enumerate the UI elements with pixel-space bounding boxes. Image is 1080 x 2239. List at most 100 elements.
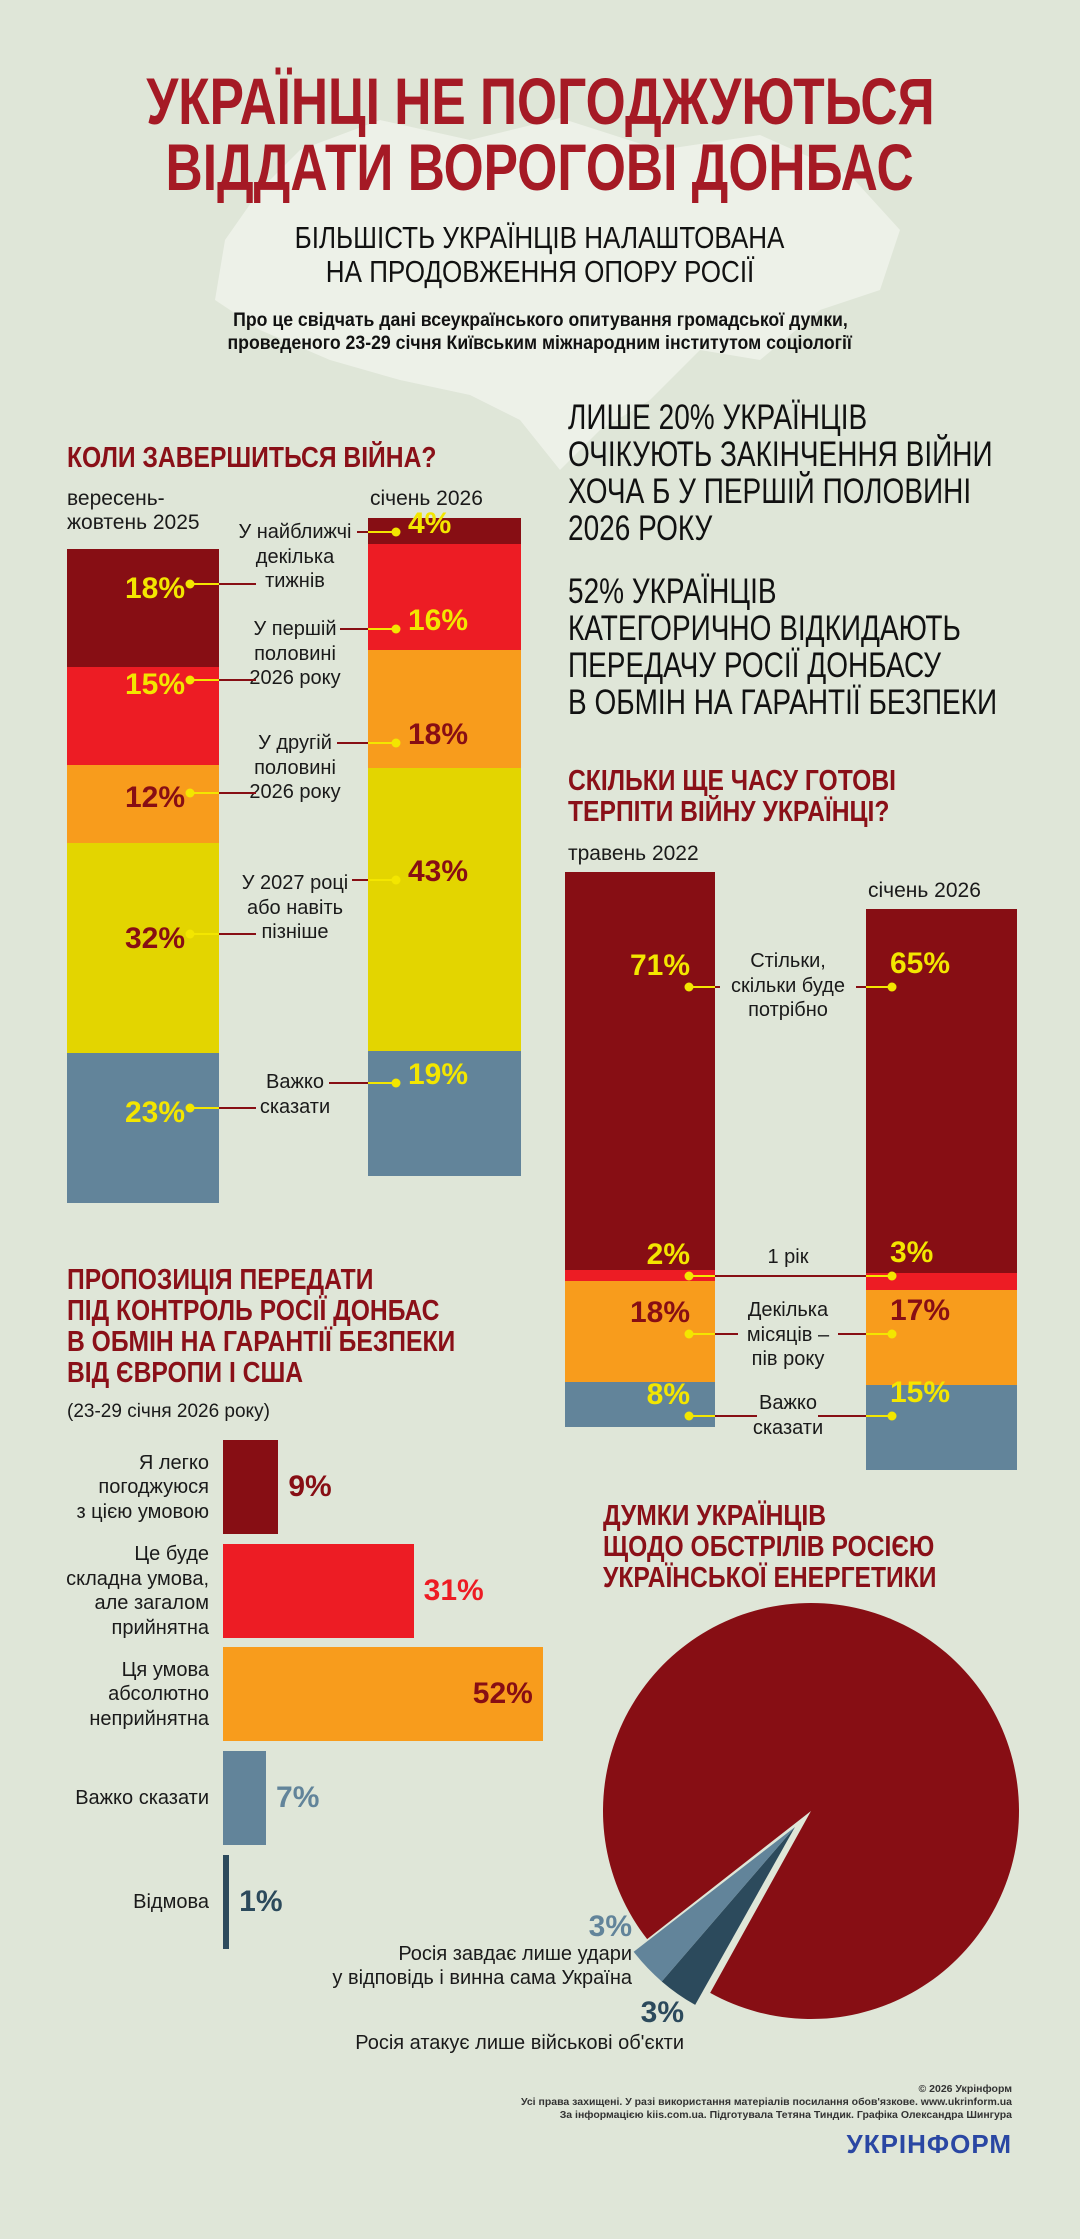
- main-title-text: УКРАЇНЦІ НЕ ПОГОДЖУЮТЬСЯ: [145, 64, 935, 138]
- bar-segment: [368, 649, 521, 769]
- slice-value: 3%: [640, 1996, 684, 2029]
- statement-line: ПЕРЕДАЧУ РОСІЇ ДОНБАСУ: [568, 646, 942, 685]
- section-title: ПІД КОНТРОЛЬ РОСІЇ ДОНБАС: [67, 1295, 440, 1327]
- section-title: ВІД ЄВРОПИ І США: [67, 1357, 304, 1389]
- connector-dot: [391, 527, 401, 537]
- value-label: 17%: [890, 1294, 951, 1327]
- note-text: проведеного 23-29 січня Київським міжнар…: [227, 333, 853, 354]
- pie-slice-retaliation: [633, 1827, 795, 1982]
- bar: [223, 1440, 279, 1534]
- category-label: травень 2022: [568, 842, 699, 865]
- subtitle-line-2: НА ПРОДОВЖЕННЯ ОПОРУ РОСІЇ: [0, 256, 1080, 287]
- bar-segment: [67, 843, 219, 1054]
- series-label: У найближчі: [238, 521, 352, 543]
- value-label: 1%: [239, 1885, 283, 1918]
- section-title: СКІЛЬКИ ЩЕ ЧАСУ ГОТОВІ: [568, 765, 896, 797]
- pie-slice-military-only: [661, 1827, 795, 2005]
- statement-line: ХОЧА Б У ПЕРШІЙ ПОЛОВИНІ: [568, 472, 972, 511]
- series-label: 2026 року: [249, 667, 341, 689]
- bar-segment: [67, 666, 219, 766]
- footer-credits: За інформацією kiis.com.ua. Підготувала …: [559, 2109, 1012, 2121]
- slice-label: у відповідь і винна сама Україна: [332, 1967, 632, 1989]
- series-label: але загалом: [94, 1592, 209, 1615]
- series-label: або навіть: [246, 896, 344, 919]
- value-label: 71%: [629, 949, 690, 982]
- main-title-line-1: УКРАЇНЦІ НЕ ПОГОДЖУЮТЬСЯ: [0, 68, 1080, 134]
- ukrinform-logo: УКРІНФОРМ: [846, 2129, 1012, 2159]
- category-label: жовтень 2025: [67, 511, 200, 534]
- series-label: погоджуюся: [98, 1476, 209, 1498]
- value-label: 15%: [124, 668, 185, 701]
- bar-segment: [368, 768, 521, 1052]
- subtitle-text: НА ПРОДОВЖЕННЯ ОПОРУ РОСІЇ: [325, 254, 755, 289]
- series-label: складна умова,: [66, 1567, 209, 1590]
- value-label: 18%: [124, 572, 185, 605]
- section-title: ТЕРПІТИ ВІЙНУ УКРАЇНЦІ?: [568, 796, 890, 828]
- series-label: пів року: [751, 1348, 825, 1370]
- statement-line: КАТЕГОРИЧНО ВІДКИДАЮТЬ: [568, 609, 961, 648]
- connector-dot: [684, 1271, 694, 1281]
- bar: [223, 1855, 230, 1949]
- value-label: 18%: [408, 718, 469, 751]
- series-label: скільки буде: [731, 974, 845, 997]
- bar: [223, 1647, 543, 1741]
- series-label: неприйнятна: [89, 1707, 209, 1730]
- category-label: січень 2026: [868, 879, 981, 902]
- value-label: 9%: [288, 1470, 332, 1503]
- main-title-text: ВІДДАТИ ВОРОГОВІ ДОНБАС: [165, 130, 915, 204]
- connector-dot: [684, 982, 694, 992]
- bar: [223, 1544, 414, 1638]
- connector-dot: [391, 738, 401, 748]
- connector-dot: [185, 929, 195, 939]
- connector-dot: [887, 1411, 897, 1421]
- connector-dot: [684, 1329, 694, 1339]
- value-label: 23%: [124, 1096, 185, 1129]
- value-label: 7%: [276, 1781, 320, 1814]
- series-label: абсолютно: [108, 1683, 209, 1705]
- category-label: вересень-: [67, 487, 165, 510]
- series-label: тижнів: [265, 570, 325, 592]
- footer-rights: Усі права захищені. У разі використання …: [520, 2096, 1012, 2108]
- bar-segment: [67, 549, 219, 668]
- connector-dot: [391, 624, 401, 634]
- section-title: УКРАЇНСЬКОЇ ЕНЕРГЕТИКИ: [603, 1562, 937, 1594]
- subtitle-text: БІЛЬШІСТЬ УКРАЇНЦІВ НАЛАШТОВАНА: [295, 220, 785, 255]
- series-label: прийнятна: [111, 1616, 210, 1639]
- statement-2: 52% УКРАЇНЦІВ КАТЕГОРИЧНО ВІДКИДАЮТЬ ПЕР…: [568, 573, 997, 721]
- value-label: 15%: [890, 1376, 951, 1409]
- series-label: У другій: [258, 732, 332, 754]
- series-label: Відмова: [133, 1891, 209, 1913]
- statement-line: ОЧІКУЮТЬ ЗАКІНЧЕННЯ ВІЙНИ: [568, 435, 993, 474]
- value-label: 65%: [890, 947, 951, 980]
- series-label: Важко: [266, 1071, 324, 1093]
- series-label: Ця умова: [121, 1658, 209, 1681]
- slice-label: Росія завдає лише удари: [398, 1943, 632, 1965]
- connector-dot: [887, 1329, 897, 1339]
- section-title: КОЛИ ЗАВЕРШИТЬСЯ ВІЙНА?: [67, 442, 437, 474]
- pie-slice-88: [603, 1603, 1020, 2020]
- series-label: сказати: [259, 1095, 331, 1118]
- value-label: 8%: [646, 1378, 690, 1411]
- series-label: половині: [254, 756, 336, 779]
- series-label: Важко: [759, 1392, 817, 1414]
- statement-line: ЛИШЕ 20% УКРАЇНЦІВ: [568, 398, 868, 437]
- value-label: 19%: [408, 1058, 469, 1091]
- series-label: декілька: [255, 545, 335, 568]
- value-label: 4%: [408, 507, 452, 540]
- series-label: Це буде: [134, 1543, 209, 1566]
- section-title: ДУМКИ УКРАЇНЦІВ: [603, 1500, 827, 1532]
- bar-segment: [866, 1273, 1017, 1291]
- value-label: 31%: [423, 1574, 484, 1607]
- series-label: сказати: [752, 1416, 824, 1439]
- series-label: 1 рік: [767, 1246, 809, 1268]
- connector-dot: [684, 1411, 694, 1421]
- statement-line: 52% УКРАЇНЦІВ: [568, 572, 777, 611]
- bar-segment: [866, 1385, 1017, 1470]
- statement-line: 2026 РОКУ: [568, 509, 713, 548]
- slice-value: 3%: [588, 1910, 632, 1943]
- slice-label: Росія атакує лише військові об'єкти: [355, 2032, 684, 2054]
- note-text: Про це свідчать дані всеукраїнського опи…: [232, 310, 848, 331]
- bar-segment: [866, 909, 1017, 1274]
- value-label: 3%: [890, 1236, 934, 1269]
